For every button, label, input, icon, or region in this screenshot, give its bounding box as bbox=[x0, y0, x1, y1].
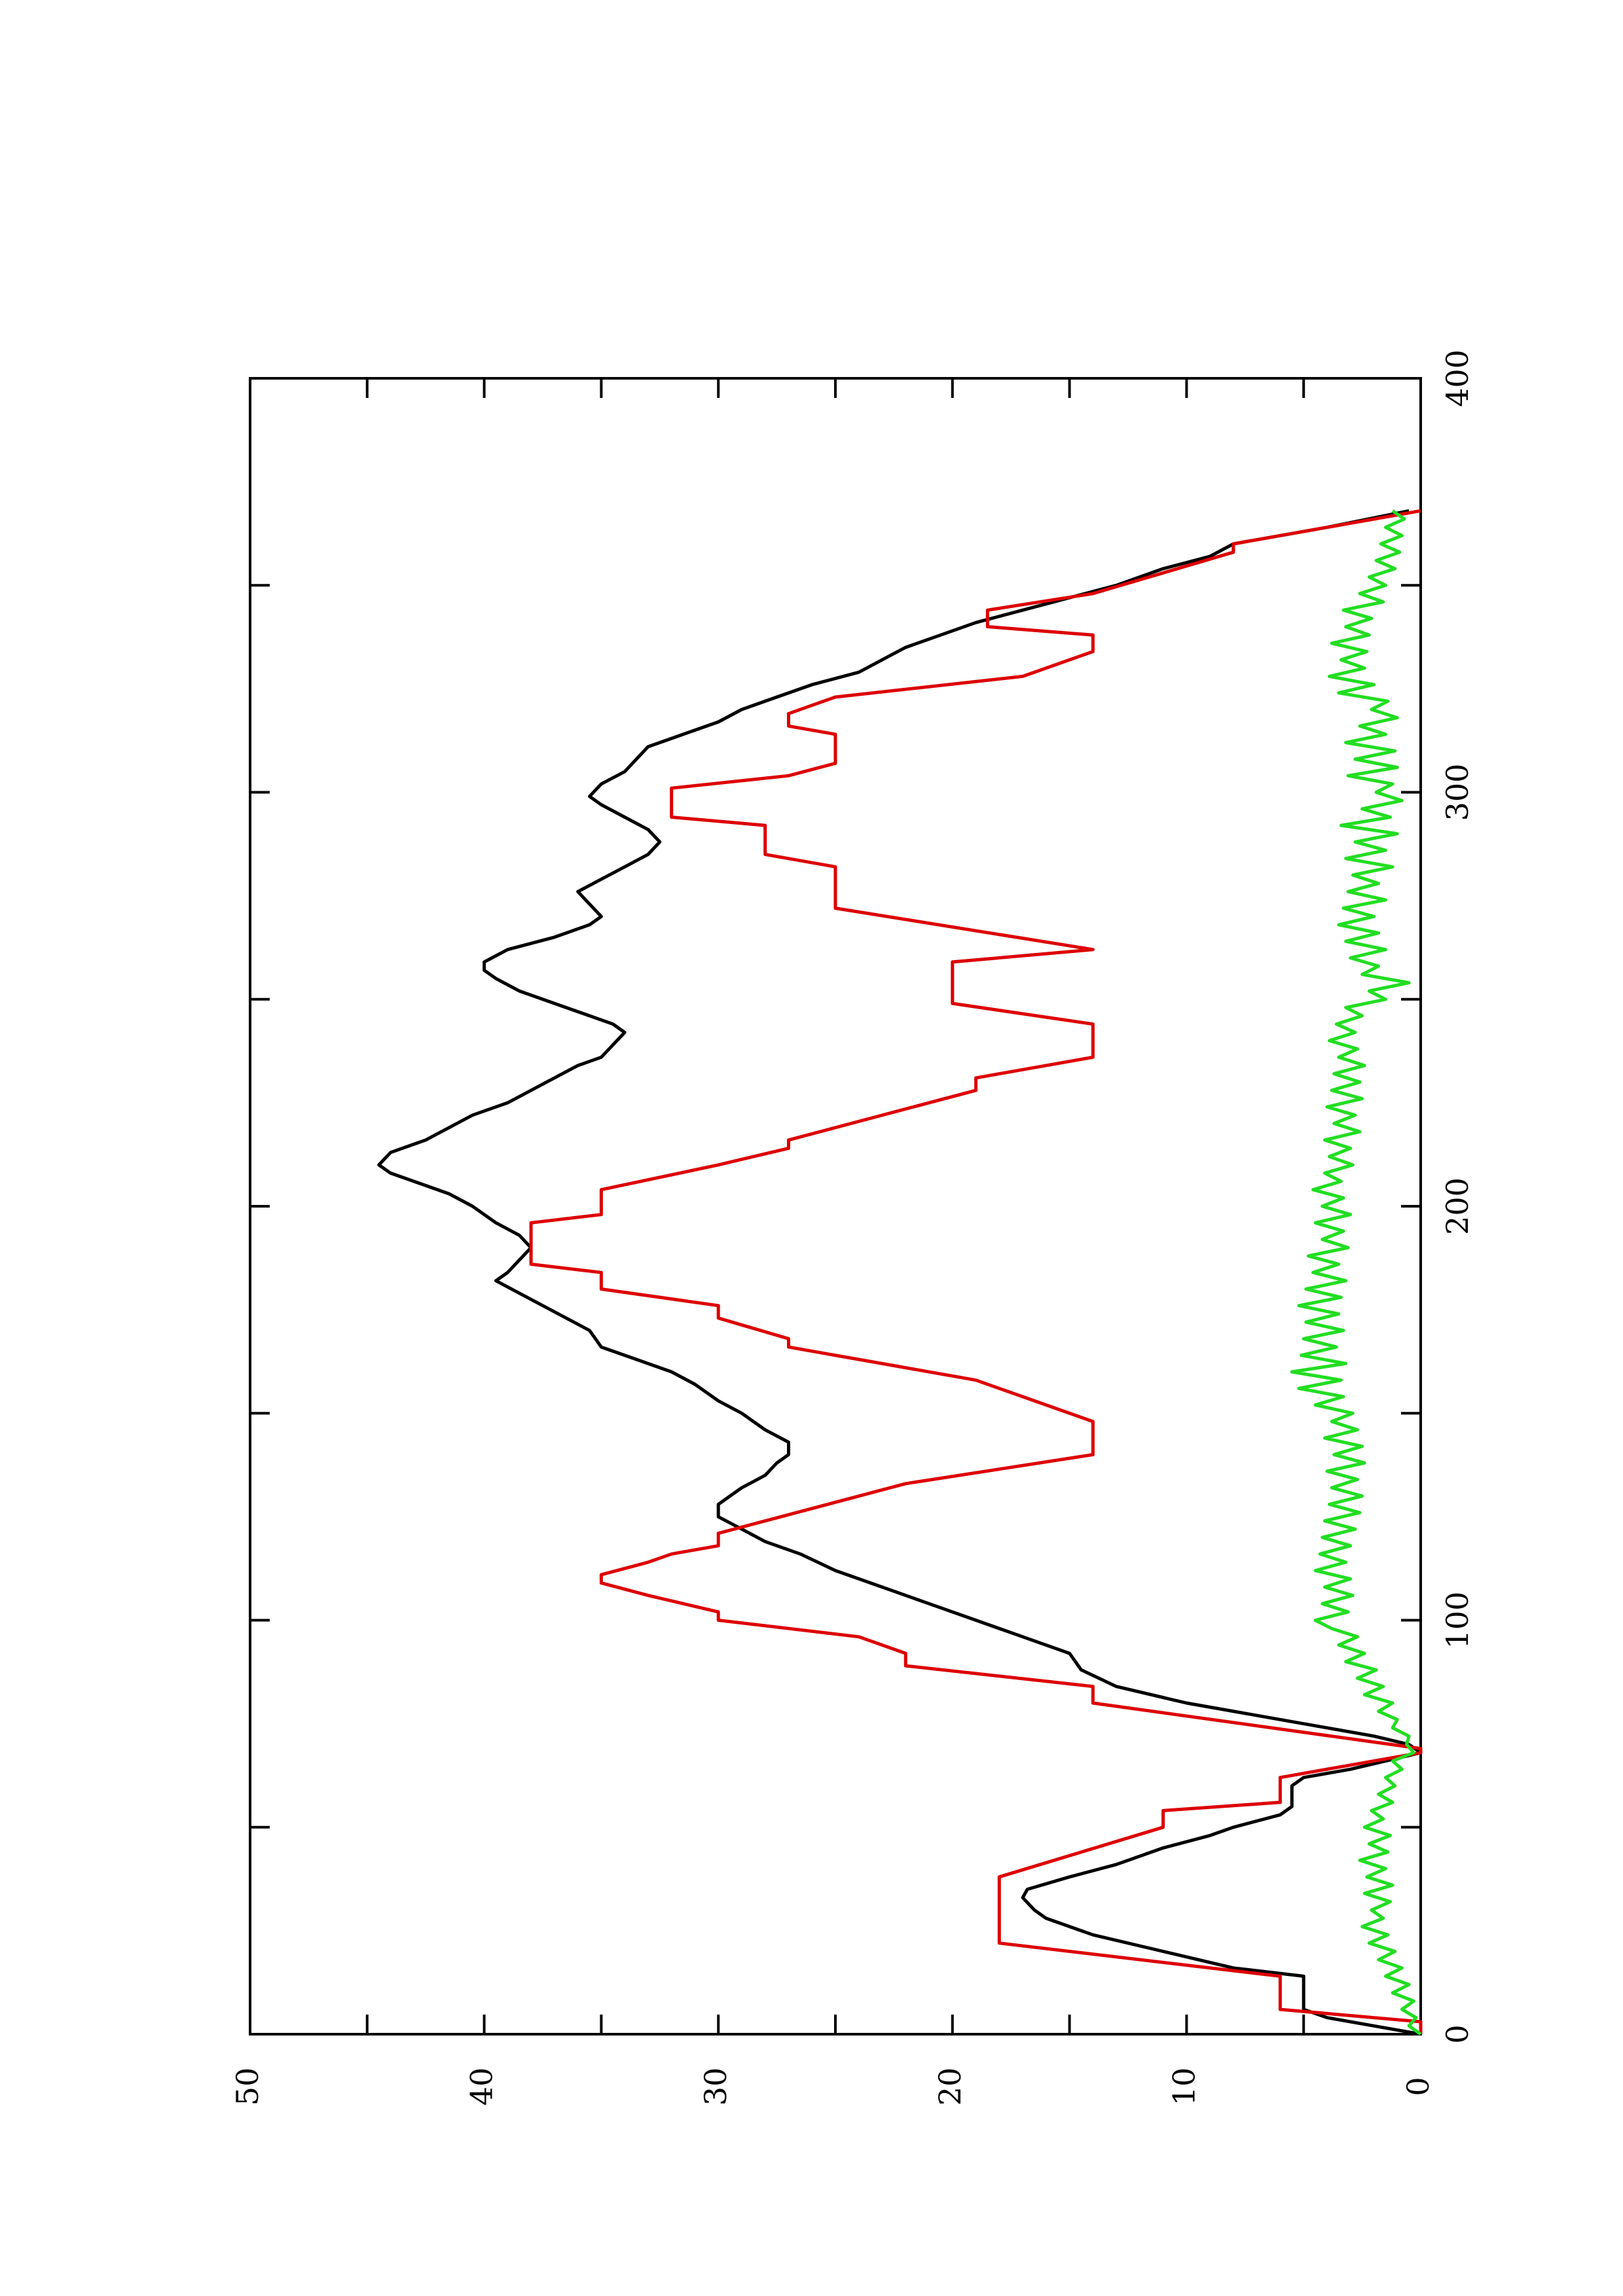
y-tick-label: 40 bbox=[464, 2068, 500, 2106]
series-black-line bbox=[377, 509, 1423, 2036]
y-tick-label: 50 bbox=[230, 2068, 265, 2106]
y-tick-label: 0 bbox=[1400, 2077, 1436, 2096]
x-tick-label: 200 bbox=[1440, 1177, 1475, 1235]
x-tick-label: 400 bbox=[1440, 350, 1475, 407]
axis-ticks bbox=[249, 377, 1422, 2036]
y-tick-label: 10 bbox=[1166, 2068, 1201, 2106]
x-tick-label: 300 bbox=[1440, 764, 1475, 821]
y-tick-label: 20 bbox=[932, 2068, 968, 2106]
series-green-line bbox=[1290, 509, 1422, 2036]
data-series bbox=[377, 509, 1423, 2036]
x-tick-label: 0 bbox=[1440, 2024, 1475, 2043]
x-tick-label: 100 bbox=[1440, 1592, 1475, 1649]
plot-frame bbox=[249, 377, 1422, 2036]
series-red-line bbox=[529, 509, 1423, 2034]
axis-tick-labels: 0 100 200 300 400 0 10 20 30 40 50 bbox=[230, 350, 1475, 2106]
y-tick-label: 30 bbox=[698, 2068, 733, 2106]
